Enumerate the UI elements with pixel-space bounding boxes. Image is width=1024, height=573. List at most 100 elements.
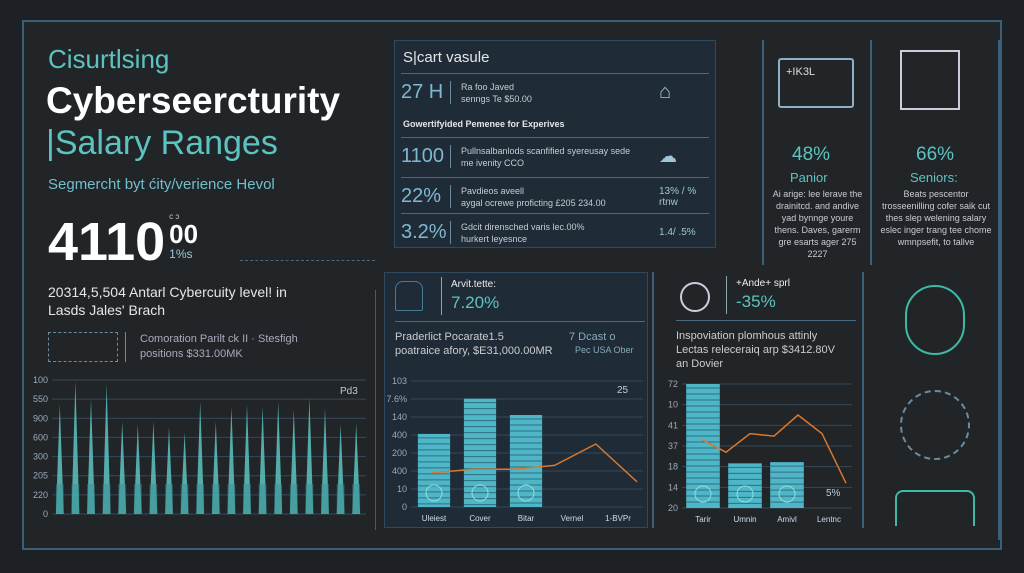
stat-text: Ai arige: lee lerave the drainitcd. and … bbox=[772, 189, 863, 259]
kicker: Cisurtlsing bbox=[48, 44, 170, 74]
y-tick-label: 600 bbox=[33, 432, 48, 442]
bar-icon bbox=[425, 484, 443, 502]
map-icon bbox=[48, 332, 118, 362]
spike-base bbox=[102, 484, 111, 514]
smart-value-panel: S|cart vasule 27 H Ra foo Javed senngs Te … bbox=[394, 40, 716, 248]
chart-panel-1: Arvit.tette: 7.20% Praderlict Pocarate1.… bbox=[384, 272, 648, 528]
x-tick-label: Tarir bbox=[695, 515, 711, 524]
series-line bbox=[701, 414, 847, 484]
x-tick-label: Lentnc bbox=[817, 515, 841, 524]
bar-icon bbox=[736, 485, 754, 503]
panel-value: -35% bbox=[736, 292, 776, 311]
bar bbox=[770, 462, 804, 508]
spike-base bbox=[289, 484, 298, 514]
x-tick-label: Bitar bbox=[518, 514, 535, 523]
section-label: Gowertifyided Pemenee for Experives bbox=[403, 119, 565, 129]
y-tick-label: 10 bbox=[397, 484, 407, 494]
spike-base bbox=[149, 484, 158, 514]
list-item: 3.2% Gdcit dirensched varis lec.00% hurker… bbox=[401, 213, 709, 251]
page-title-sub: |Salary Ranges bbox=[46, 124, 278, 162]
panel-desc-2: poatraice afory, $E31,000.00MR bbox=[395, 345, 553, 357]
stat-label: Seniors: bbox=[910, 170, 958, 185]
spike-base bbox=[258, 484, 267, 514]
spike-chart: 100 550 900 600 300 205 220 0 Pd3 bbox=[33, 375, 366, 519]
y-tick-label: 41 bbox=[668, 420, 678, 430]
spike-base bbox=[274, 484, 283, 514]
user-shield-icon bbox=[905, 285, 965, 355]
panel-title: S|cart vasule bbox=[403, 49, 490, 66]
bar-icon bbox=[694, 485, 712, 503]
y-tick-label: 300 bbox=[33, 452, 48, 462]
spike-base bbox=[305, 484, 314, 514]
id-card-icon: +IK3L bbox=[778, 58, 854, 108]
bar bbox=[417, 433, 451, 507]
spike-base bbox=[196, 484, 205, 514]
spike-base bbox=[71, 484, 80, 514]
y-tick-label: 200 bbox=[392, 448, 407, 458]
note: Comoration Parilt ck II · Stesfigh bbox=[140, 333, 298, 345]
hero-superscript: 00 bbox=[169, 219, 199, 249]
spike-base bbox=[55, 484, 64, 514]
stat-text: Beats pescentor trosseenilling cofer sai… bbox=[880, 189, 992, 247]
bar-line-chart-1: 103 7.6% 140 400 200 400 10 0 Uleiest Cover Bitar V… bbox=[386, 376, 643, 523]
panel-desc: Praderlict Pocarate1.5 bbox=[395, 331, 504, 343]
bar-line-chart-2: 72 10 41 37 18 14 20 Tarir Umnin Amivl Lentnc 5% bbox=[668, 379, 852, 524]
spike-base bbox=[336, 484, 345, 514]
list-item: 27 H Ra foo Javed senngs Te $50.00 ⌂ bbox=[401, 73, 709, 111]
x-tick-label: Umnin bbox=[733, 515, 756, 524]
panel-desc: Inspoviation plomhous attinly bbox=[676, 330, 818, 342]
page-title: Cyberseercturity bbox=[46, 80, 341, 121]
hero-value: 4110 bbox=[48, 212, 166, 272]
y-tick-label: 20 bbox=[668, 503, 678, 513]
bar-icon bbox=[471, 484, 489, 502]
hero-tiny: c ɔ bbox=[169, 212, 180, 221]
people-icon bbox=[895, 490, 975, 526]
stat-label: Panior bbox=[790, 170, 828, 185]
y-tick-label: 400 bbox=[392, 466, 407, 476]
handshake-icon bbox=[900, 390, 970, 460]
bar-icon bbox=[778, 485, 796, 503]
spike-base bbox=[87, 484, 95, 514]
house-icon: ⌂ bbox=[659, 81, 672, 103]
spike-base bbox=[352, 484, 361, 514]
chart-panel-2: +Ande+ sprl -35% Inspoviation plomhous a… bbox=[656, 272, 856, 528]
y-tick-label: 0 bbox=[43, 509, 48, 519]
stat-pct: 48% bbox=[792, 144, 831, 165]
bar-icon bbox=[517, 484, 535, 502]
y-tick-label: 37 bbox=[668, 441, 678, 451]
y-tick-label: 140 bbox=[392, 412, 407, 422]
spike-bar bbox=[71, 381, 80, 514]
spike-bar bbox=[102, 384, 111, 514]
hero-suffix: 1%s bbox=[169, 247, 193, 261]
panel-aside: 7 Dcast o bbox=[569, 331, 616, 343]
panel-desc-2: Lectas releceraiq arp $3412.80V bbox=[676, 344, 835, 356]
panel-label: Arvit.tette: bbox=[451, 279, 497, 290]
y-tick-label: 900 bbox=[33, 413, 48, 423]
hero-desc: 20314,5,504 Antarl Cybercuity level! in bbox=[48, 284, 287, 300]
spike-base bbox=[133, 484, 142, 514]
spike-base bbox=[211, 484, 220, 514]
y-tick-label: 14 bbox=[668, 482, 678, 492]
list-item: 1100 Pullnsalbanlods scanfified syereusay… bbox=[401, 137, 709, 175]
y-tick-label: 550 bbox=[33, 394, 48, 404]
bar bbox=[463, 398, 497, 507]
y-tick-label: 205 bbox=[33, 471, 48, 481]
panel-desc-3: an Dovier bbox=[676, 358, 724, 370]
annotation: 25 bbox=[617, 385, 629, 396]
books-icon bbox=[900, 50, 960, 110]
spike-base bbox=[321, 484, 329, 514]
spike-base bbox=[243, 484, 251, 514]
x-tick-label: Vernel bbox=[561, 514, 584, 523]
y-tick-label: 7.6% bbox=[386, 394, 407, 404]
subtitle: Segmercht byt ćity/verience Hevol bbox=[48, 176, 275, 193]
x-tick-label: Amivl bbox=[777, 515, 797, 524]
panel-value: 7.20% bbox=[451, 293, 500, 312]
user-icon bbox=[395, 281, 423, 311]
note-2: positions $331.00MK bbox=[140, 348, 243, 360]
x-tick-label: Uleiest bbox=[422, 514, 447, 523]
hero-desc-2: Lasds Jales' Brach bbox=[48, 302, 166, 318]
spike-base bbox=[180, 484, 189, 514]
y-tick-label: 220 bbox=[33, 490, 48, 500]
annotation: 5% bbox=[826, 488, 841, 499]
y-tick-label: 10 bbox=[668, 400, 678, 410]
